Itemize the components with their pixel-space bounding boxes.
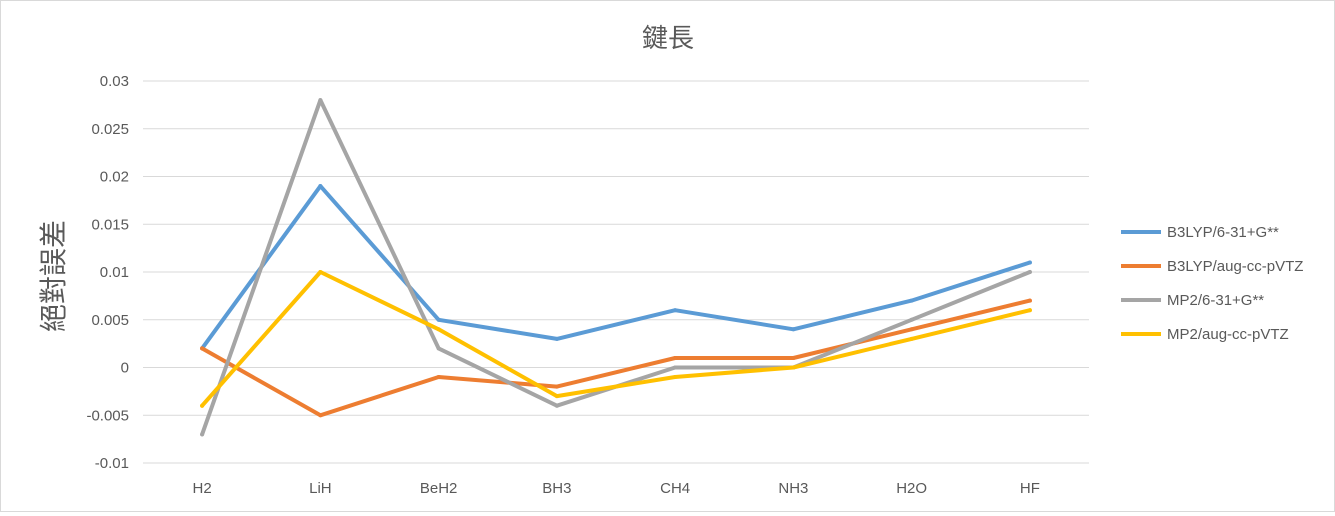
data-point bbox=[791, 327, 796, 332]
data-point bbox=[318, 270, 323, 274]
x-tick-label: HF bbox=[1020, 480, 1040, 497]
data-point bbox=[673, 375, 678, 380]
legend-label: B3LYP/6-31+G** bbox=[1167, 224, 1279, 241]
y-axis-label: 絕對誤差 bbox=[38, 220, 69, 332]
y-tick-label: 0 bbox=[121, 360, 129, 377]
data-point bbox=[554, 384, 559, 389]
x-tick-label: NH3 bbox=[778, 480, 808, 497]
data-point bbox=[318, 413, 323, 418]
legend-label: MP2/aug-cc-pVTZ bbox=[1167, 326, 1289, 343]
y-tick-label: 0.02 bbox=[100, 169, 129, 186]
series-line bbox=[200, 298, 1032, 418]
y-tick-label: 0.03 bbox=[100, 73, 129, 90]
legend-label: B3LYP/aug-cc-pVTZ bbox=[1167, 258, 1303, 275]
x-tick-label: LiH bbox=[309, 480, 332, 497]
y-tick-label: 0.01 bbox=[100, 264, 129, 281]
data-point bbox=[1027, 308, 1032, 313]
series-line bbox=[200, 184, 1032, 351]
data-point bbox=[318, 184, 323, 189]
data-point bbox=[554, 403, 559, 408]
data-point bbox=[436, 375, 441, 380]
data-point bbox=[436, 317, 441, 322]
data-point bbox=[1027, 270, 1032, 274]
x-tick-label: BH3 bbox=[542, 480, 571, 497]
legend-label: MP2/6-31+G** bbox=[1167, 292, 1264, 309]
data-point bbox=[1027, 298, 1032, 303]
x-tick-label: CH4 bbox=[660, 480, 690, 497]
x-tick-label: BeH2 bbox=[420, 480, 458, 497]
data-point bbox=[791, 365, 796, 370]
data-point bbox=[1027, 260, 1032, 265]
series-line bbox=[200, 270, 1032, 408]
chart-title: 鍵長 bbox=[642, 23, 694, 53]
data-point bbox=[436, 327, 441, 332]
series-line bbox=[200, 98, 1032, 437]
data-point bbox=[200, 403, 205, 408]
data-point bbox=[554, 394, 559, 399]
data-point bbox=[436, 346, 441, 351]
data-point bbox=[200, 346, 205, 351]
data-point bbox=[200, 432, 205, 437]
data-point bbox=[673, 365, 678, 370]
x-tick-label: H2 bbox=[193, 480, 212, 497]
data-point bbox=[909, 317, 914, 322]
data-point bbox=[673, 308, 678, 313]
y-tick-label: 0.005 bbox=[91, 312, 129, 329]
y-tick-label: 0.025 bbox=[91, 121, 129, 138]
y-tick-label: 0.015 bbox=[91, 216, 129, 233]
x-tick-label: H2O bbox=[896, 480, 927, 497]
data-point bbox=[318, 98, 323, 103]
y-tick-label: -0.01 bbox=[95, 455, 129, 472]
y-tick-label: -0.005 bbox=[86, 407, 129, 424]
data-point bbox=[909, 336, 914, 341]
data-point bbox=[791, 355, 796, 360]
data-point bbox=[909, 298, 914, 303]
data-point bbox=[673, 355, 678, 360]
data-point bbox=[554, 336, 559, 341]
data-point bbox=[909, 327, 914, 332]
